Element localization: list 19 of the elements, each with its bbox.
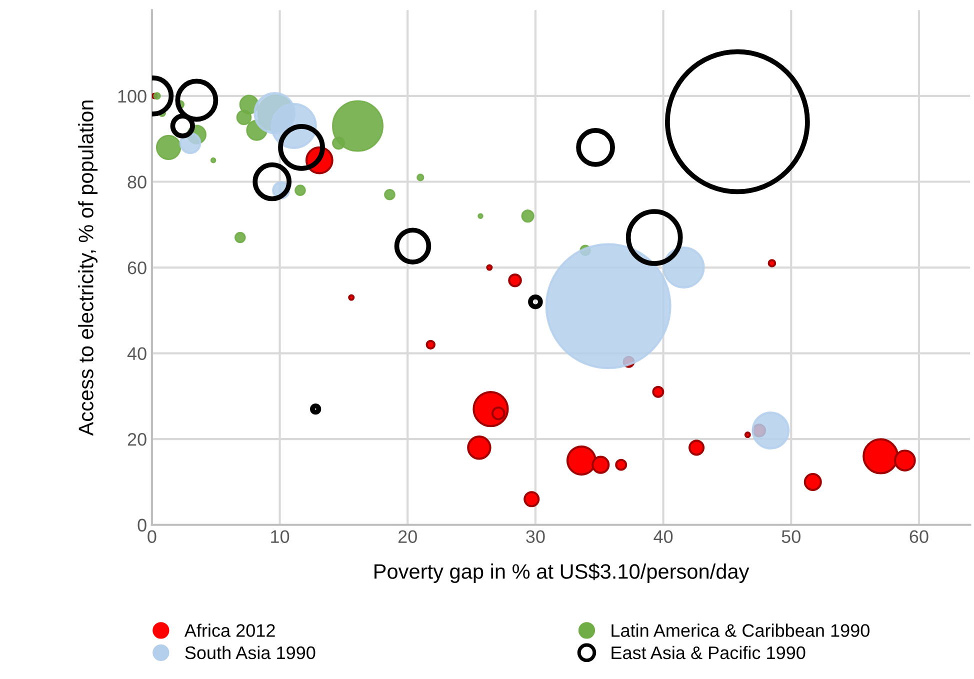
x-tick-label: 10: [271, 530, 290, 543]
x-tick-label: 60: [910, 530, 928, 543]
y-tick-label: 0: [138, 518, 146, 532]
y-tick-label: 60: [128, 261, 146, 274]
x-axis-title: Poverty gap in % at US$3.10/person/day: [374, 563, 750, 583]
legend-label: South Asia 1990: [185, 646, 316, 660]
legend-label: East Asia & Pacific 1990: [612, 646, 806, 660]
x-tick-label: 20: [398, 530, 417, 543]
y-tick-label: 20: [128, 433, 146, 446]
y-tick-label: 40: [127, 347, 146, 360]
y-axis-title: Access to electricity, % of population: [78, 100, 98, 436]
y-tick-label: 100: [118, 90, 146, 103]
legend-label: Africa 2012: [184, 624, 275, 637]
x-tick-label: 0: [148, 530, 156, 543]
x-tick-label: 30: [526, 530, 545, 543]
legend-label: Latin America & Caribbean 1990: [612, 624, 870, 637]
y-tick-label: 80: [128, 176, 146, 188]
x-tick-label: 40: [654, 530, 673, 543]
x-tick-label: 50: [782, 530, 800, 543]
